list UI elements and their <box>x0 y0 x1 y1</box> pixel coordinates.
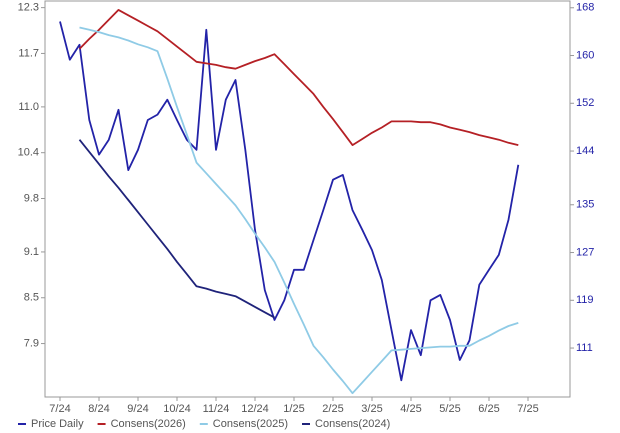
y2-tick-label: 152 <box>576 97 594 109</box>
legend-label: Consens(2026) <box>111 418 186 430</box>
x-tick-label: 9/24 <box>127 403 148 415</box>
plot-area <box>44 0 571 398</box>
y-tick-label: 10.4 <box>18 147 39 159</box>
legend-label: Consens(2025) <box>213 418 288 430</box>
y2-tick-label: 127 <box>576 246 594 258</box>
y2-tick-label: 119 <box>576 294 594 306</box>
x-tick-label: 8/24 <box>88 403 109 415</box>
series-line <box>78 9 519 146</box>
y2-tick-label: 168 <box>576 2 594 14</box>
y2-tick-label: 144 <box>576 145 594 157</box>
x-tick-label: 11/24 <box>203 403 230 415</box>
series-line <box>78 139 275 319</box>
y-tick-label: 11.0 <box>18 101 39 113</box>
series-line <box>79 26 519 395</box>
x-tick-label: 1/25 <box>283 403 304 415</box>
x-tick-label: 5/25 <box>439 403 460 415</box>
y-tick-label: 11.7 <box>18 47 39 59</box>
y2-tick-label: 160 <box>576 49 594 61</box>
x-tick-label: 4/25 <box>400 403 421 415</box>
x-tick-label: 6/25 <box>478 403 499 415</box>
x-tick-label: 2/25 <box>322 403 343 415</box>
y2-tick-label: 111 <box>576 342 593 354</box>
x-tick-label: 7/24 <box>49 403 70 415</box>
x-tick-label: 7/25 <box>517 403 538 415</box>
y-tick-label: 12.3 <box>18 2 39 14</box>
legend-label: Price Daily <box>31 418 84 430</box>
y-tick-label: 9.8 <box>24 192 39 204</box>
legend-label: Consens(2024) <box>315 418 390 430</box>
x-tick-label: 12/24 <box>241 403 269 415</box>
series-line <box>59 21 520 382</box>
x-tick-label: 10/24 <box>163 403 191 415</box>
y-tick-label: 8.5 <box>24 292 39 304</box>
y2-tick-label: 135 <box>576 199 594 211</box>
y-tick-label: 9.1 <box>24 246 39 258</box>
y-tick-label: 7.9 <box>24 337 39 349</box>
x-tick-label: 3/25 <box>361 403 382 415</box>
